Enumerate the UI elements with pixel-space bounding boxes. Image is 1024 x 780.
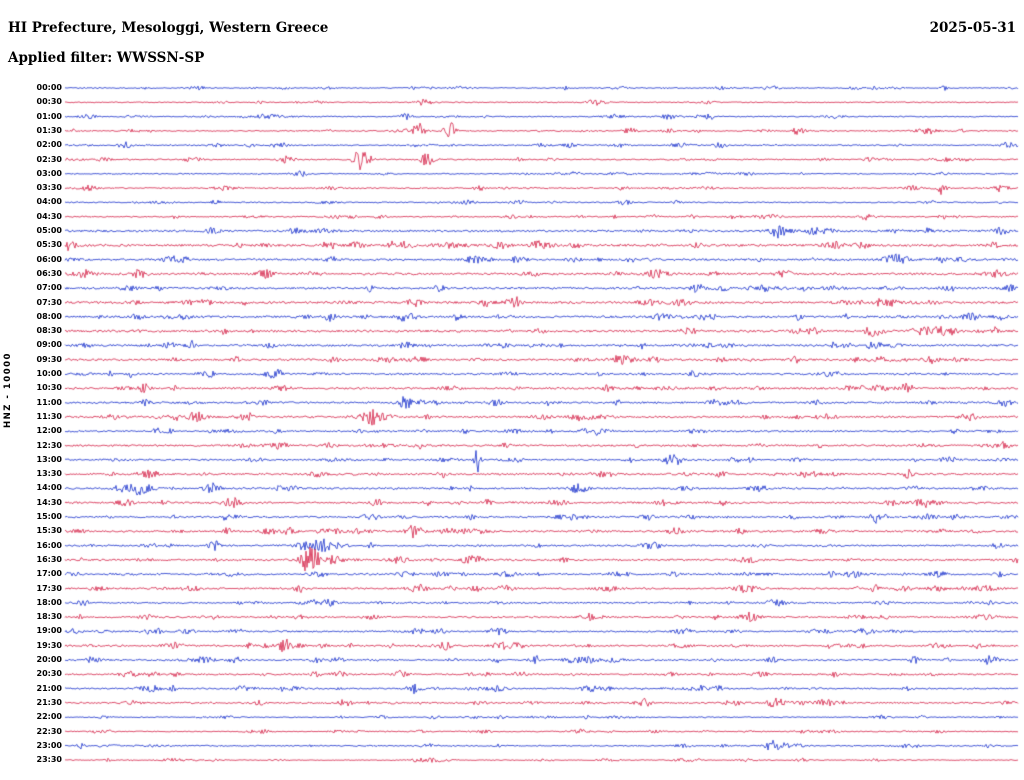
- row-label: 22:30: [36, 726, 62, 736]
- row-label: 23:00: [36, 740, 62, 750]
- row-label: 15:30: [36, 526, 62, 536]
- row-label: 18:30: [36, 612, 62, 622]
- row-label: 06:30: [36, 268, 62, 278]
- filter-label: Applied filter: WWSSN-SP: [8, 50, 205, 66]
- header: HI Prefecture, Mesologgi, Western Greece…: [8, 20, 1016, 36]
- station-scale-label: HNZ - 10000: [3, 352, 13, 428]
- row-label: 10:30: [36, 383, 62, 393]
- row-label: 10:00: [36, 369, 62, 378]
- row-label: 00:00: [36, 83, 62, 92]
- row-label: 16:30: [36, 554, 62, 564]
- row-label: 09:30: [36, 354, 62, 364]
- row-label: 13:00: [36, 454, 62, 464]
- row-label: 05:00: [36, 226, 62, 235]
- row-label: 20:30: [36, 669, 62, 679]
- row-label: 03:00: [36, 168, 62, 178]
- row-label: 13:30: [36, 469, 62, 479]
- row-label: 06:00: [36, 254, 62, 264]
- row-label: 12:30: [36, 440, 62, 450]
- row-label: 05:30: [36, 240, 62, 250]
- row-label: 02:00: [36, 140, 62, 150]
- row-label: 11:30: [36, 411, 62, 421]
- row-label: 04:00: [36, 197, 62, 207]
- page-title: HI Prefecture, Mesologgi, Western Greece: [8, 20, 329, 36]
- row-label: 19:30: [36, 640, 62, 650]
- row-label: 01:30: [36, 125, 62, 135]
- row-label: 23:30: [36, 755, 62, 765]
- row-label: 22:00: [36, 712, 62, 722]
- row-label: 17:30: [36, 583, 62, 593]
- row-label: 19:00: [36, 626, 62, 636]
- row-label: 14:30: [36, 497, 62, 507]
- row-label: 09:00: [36, 340, 62, 350]
- row-label: 04:30: [36, 211, 62, 221]
- row-label: 17:00: [36, 569, 62, 579]
- row-label: 08:30: [36, 326, 62, 336]
- row-label: 11:00: [36, 397, 62, 407]
- row-label: 00:30: [36, 97, 62, 107]
- row-label: 14:00: [36, 483, 62, 493]
- row-label: 08:00: [36, 311, 62, 321]
- row-label: 07:00: [36, 283, 62, 293]
- row-label: 07:30: [36, 297, 62, 307]
- row-label: 16:00: [36, 540, 62, 550]
- row-label: 20:00: [36, 655, 62, 664]
- row-label: 18:00: [36, 597, 62, 607]
- date-label: 2025-05-31: [929, 20, 1016, 36]
- row-label: 03:30: [36, 183, 62, 193]
- row-label: 01:00: [36, 111, 62, 121]
- row-label: 12:00: [36, 426, 62, 436]
- row-label: 21:30: [36, 697, 62, 707]
- row-label: 15:00: [36, 512, 62, 521]
- row-label: 21:00: [36, 683, 62, 693]
- row-label: 02:30: [36, 154, 62, 164]
